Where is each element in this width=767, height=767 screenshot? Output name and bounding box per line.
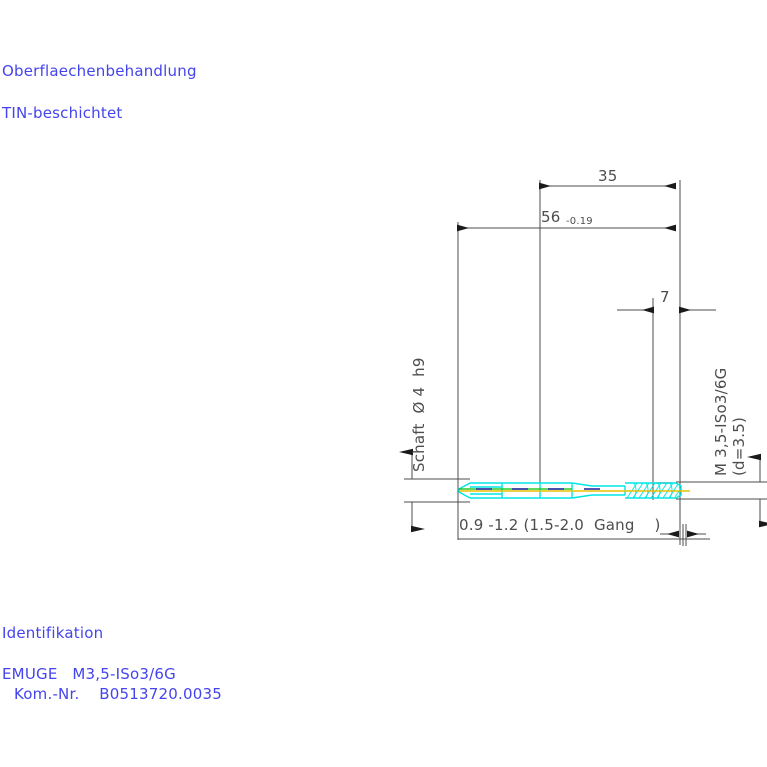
dimension-label-7: 7: [660, 288, 670, 306]
neck-bottom: [571, 494, 625, 499]
dimension-label-thread-spec-2: (d=3.5): [730, 416, 748, 476]
dimension-label-pitch-note: 0.9 -1.2 (1.5-2.0 Gang ): [459, 516, 661, 534]
surface-treatment-heading: Oberflaechenbehandlung: [2, 62, 197, 80]
thread-crest-group: [633, 482, 673, 499]
dimension-label-shank-diameter: Schaft Ø 4 h9: [410, 357, 428, 472]
dimension-label-thread-spec-1: M 3,5-ISo3/6G: [712, 367, 730, 476]
dimension-label-56: 56: [541, 208, 561, 226]
identification-heading: Identifikation: [2, 624, 104, 642]
identification-line-2: Kom.-Nr. B0513720.0035: [14, 685, 222, 703]
surface-treatment-value: TIN-beschichtet: [2, 104, 123, 122]
dimension-tolerance-56: -0.19: [566, 216, 593, 227]
identification-line-1: EMUGE M3,5-ISo3/6G: [2, 665, 176, 683]
dimension-label-35: 35: [598, 167, 618, 185]
neck-top: [571, 482, 625, 487]
